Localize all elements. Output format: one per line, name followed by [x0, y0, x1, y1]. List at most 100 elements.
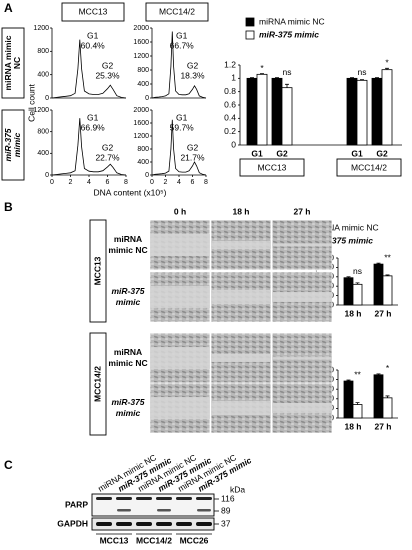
x-tick-label: 18 h — [344, 308, 361, 318]
phase-percent: 22.7% — [95, 152, 120, 162]
band — [156, 497, 172, 500]
phase-label: G1 — [87, 30, 99, 40]
phase-label: G1 — [176, 30, 188, 40]
y-tick-label: 1200 — [133, 133, 149, 140]
bar — [246, 77, 258, 146]
marker-label: 89 — [221, 505, 231, 515]
legend-label: miR-375 mimic — [259, 29, 319, 39]
y-tick-label: 400 — [37, 150, 49, 157]
condition-label: miRNA — [114, 347, 142, 357]
wound-gap — [211, 290, 271, 304]
x-tick-label: 27 h — [374, 421, 391, 431]
bar — [343, 380, 354, 419]
condition-label: miR-375 — [111, 286, 144, 296]
x-tick-label: 4 — [177, 179, 181, 186]
group-label: MCC14/2 — [351, 162, 387, 172]
bar — [281, 87, 293, 146]
wound-gap — [272, 403, 332, 413]
band — [196, 497, 212, 500]
band — [96, 522, 112, 526]
error-bar — [375, 77, 379, 79]
x-tick-label: G1 — [251, 148, 263, 158]
column-header: MCC13 — [79, 6, 108, 16]
y-tick-label: 2000 — [133, 25, 149, 32]
wound-gap — [272, 292, 332, 302]
band — [116, 497, 132, 500]
y-tick-label: 0.8 — [224, 86, 236, 96]
band — [116, 522, 132, 526]
error-bar — [350, 77, 354, 79]
y-tick-label: 1200 — [33, 107, 49, 114]
condition-label: miRNA — [114, 234, 142, 244]
panel-label: A — [4, 1, 13, 15]
y-tick-label: 0 — [145, 172, 149, 179]
significance: * — [386, 363, 390, 373]
x-tick-label: 6 — [106, 179, 110, 186]
condition-label: mimic — [116, 408, 141, 418]
y-tick-label: 800 — [137, 67, 149, 74]
group-label: MCC13 — [258, 162, 287, 172]
condition-label: mimic NC — [108, 358, 147, 368]
bar — [373, 263, 384, 306]
bar — [371, 77, 383, 146]
histogram-line — [151, 31, 207, 99]
bar — [256, 73, 268, 146]
y-tick-label: 0.4 — [224, 113, 236, 123]
row-header-box — [1, 109, 25, 181]
y-tick-label: 0 — [45, 172, 49, 179]
phase-percent: 66.9% — [81, 122, 106, 132]
error-bar — [355, 402, 360, 405]
bar — [343, 277, 354, 306]
row-header: mimic — [12, 132, 22, 157]
error-bar — [250, 77, 254, 79]
column-header: MCC14/2 — [159, 6, 195, 16]
cell-line-label: MCC26 — [180, 535, 209, 545]
time-label: 18 h — [232, 206, 249, 216]
row-header: miR-375 — [3, 128, 13, 161]
legend-label: miR-375 mimic — [313, 235, 373, 245]
phase-label: G2 — [102, 142, 114, 152]
group-box — [336, 158, 402, 177]
y-tick-label: 800 — [37, 129, 49, 136]
wound-gap — [272, 356, 332, 360]
y-tick-label: 1.2 — [224, 59, 236, 69]
group-box — [239, 158, 305, 177]
bar — [352, 283, 363, 306]
legend-swatch — [245, 17, 255, 27]
phase-percent: 21.7% — [180, 152, 205, 162]
y-tick-label: 2000 — [133, 107, 149, 114]
legend-label: miRNA mimic NC — [259, 16, 325, 26]
y-tick-label: 400 — [37, 72, 49, 79]
error-bar — [376, 373, 381, 375]
significance: ** — [384, 252, 391, 262]
condition-label: mimic NC — [108, 245, 147, 255]
x-tick-label: 2 — [69, 179, 73, 186]
y-tick-label: 1200 — [33, 25, 49, 32]
bar — [346, 77, 358, 146]
band — [197, 509, 211, 512]
wound-gap — [211, 401, 271, 415]
marker-label: 37 — [221, 518, 231, 528]
histogram-line — [51, 118, 127, 176]
phase-percent: 18.3% — [180, 70, 205, 80]
band — [136, 497, 152, 500]
wound-gap — [150, 286, 210, 308]
column-header-box — [61, 2, 125, 22]
row-header: NC — [12, 57, 22, 69]
unit-label: kDa — [230, 484, 245, 494]
significance: ** — [354, 369, 361, 379]
phase-percent: 59.7% — [170, 122, 195, 132]
error-bar — [385, 395, 390, 398]
x-tick-label: G2 — [376, 148, 388, 158]
x-tick-label: 8 — [124, 179, 128, 186]
error-bar — [346, 379, 351, 382]
error-bar — [285, 83, 289, 88]
error-bar — [346, 276, 351, 278]
significance: ns — [283, 67, 292, 77]
band — [176, 522, 192, 526]
group-box — [89, 219, 107, 323]
band — [157, 509, 171, 512]
y-tick-label: 1600 — [133, 39, 149, 46]
y-tick-label: 0.2 — [224, 126, 236, 136]
legend-swatch — [245, 30, 255, 40]
